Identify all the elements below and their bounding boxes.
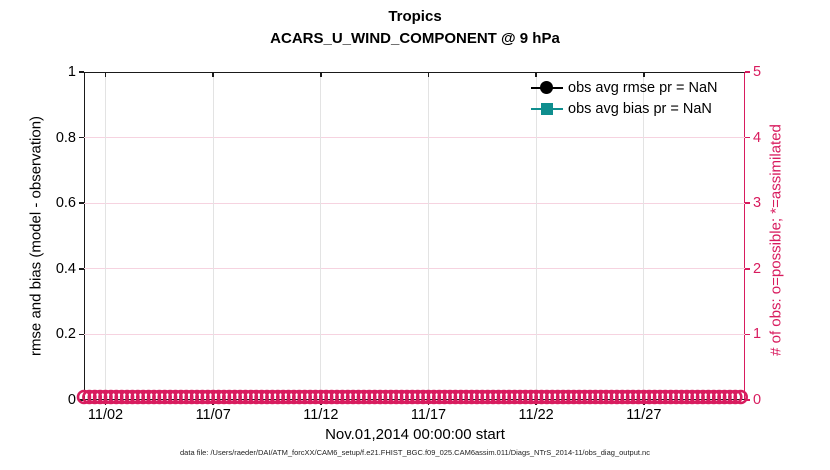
bias-line-square-marker-icon [531,102,563,116]
right-y-tick-label: 0 [753,392,762,408]
x-tick-label: 11/07 [195,407,231,423]
x-tick-mark-bottom [643,400,645,405]
left-y-tick-label: 0.4 [55,260,76,277]
legend: obs avg rmse pr = NaN obs avg bias pr = … [531,77,718,119]
chart-title: Tropics [388,8,442,25]
right-y-tick-mark [745,399,750,401]
x-tick-mark-bottom [212,400,214,405]
x-axis-label: Nov.01,2014 00:00:00 start [325,426,505,443]
x-tick-label: 11/02 [87,407,124,423]
x-tick-label: 11/12 [303,407,339,423]
legend-label-rmse: obs avg rmse pr = NaN [568,79,718,96]
x-tick-label: 11/22 [518,407,554,423]
x-tick-mark-bottom [427,400,430,405]
left-y-tick-label: 1 [67,64,76,80]
right-y-tick-mark [745,71,750,73]
left-y-tick-label: 0.6 [55,195,76,212]
right-y-tick-label: 1 [753,326,762,343]
legend-label-bias: obs avg bias pr = NaN [568,100,712,117]
data-file-caption: data file: /Users/raeder/DAI/ATM_forcXX/… [180,448,650,457]
right-y-tick-label: 5 [753,64,762,80]
right-y-tick-mark [745,268,750,270]
x-tick-mark-bottom [320,400,322,405]
left-y-tick-label: 0 [67,392,76,408]
left-y-axis-label: rmse and bias (model - observation) [27,115,45,357]
right-y-tick-label: 3 [753,195,762,212]
plot-area [84,72,745,400]
chart-subtitle: ACARS_U_WIND_COMPONENT @ 9 hPa [270,30,560,47]
right-y-tick-mark [745,136,750,139]
x-tick-mark-bottom [104,400,107,405]
x-tick-label: 11/17 [410,407,447,423]
rmse-line-circle-marker-icon [531,80,563,95]
left-y-tick-label: 0.8 [55,129,76,146]
right-y-tick-mark [745,333,750,336]
right-y-axis-label: # of obs: o=possible; *=assimilated [767,124,785,356]
left-y-tick-label: 0.2 [55,326,76,343]
x-tick-mark-bottom [535,400,537,405]
x-tick-label: 11/27 [626,407,662,423]
legend-item-bias: obs avg bias pr = NaN [531,98,718,119]
right-y-tick-label: 4 [753,129,762,146]
right-y-tick-mark [745,202,750,204]
legend-item-rmse: obs avg rmse pr = NaN [531,77,718,98]
right-y-tick-label: 2 [753,260,762,277]
